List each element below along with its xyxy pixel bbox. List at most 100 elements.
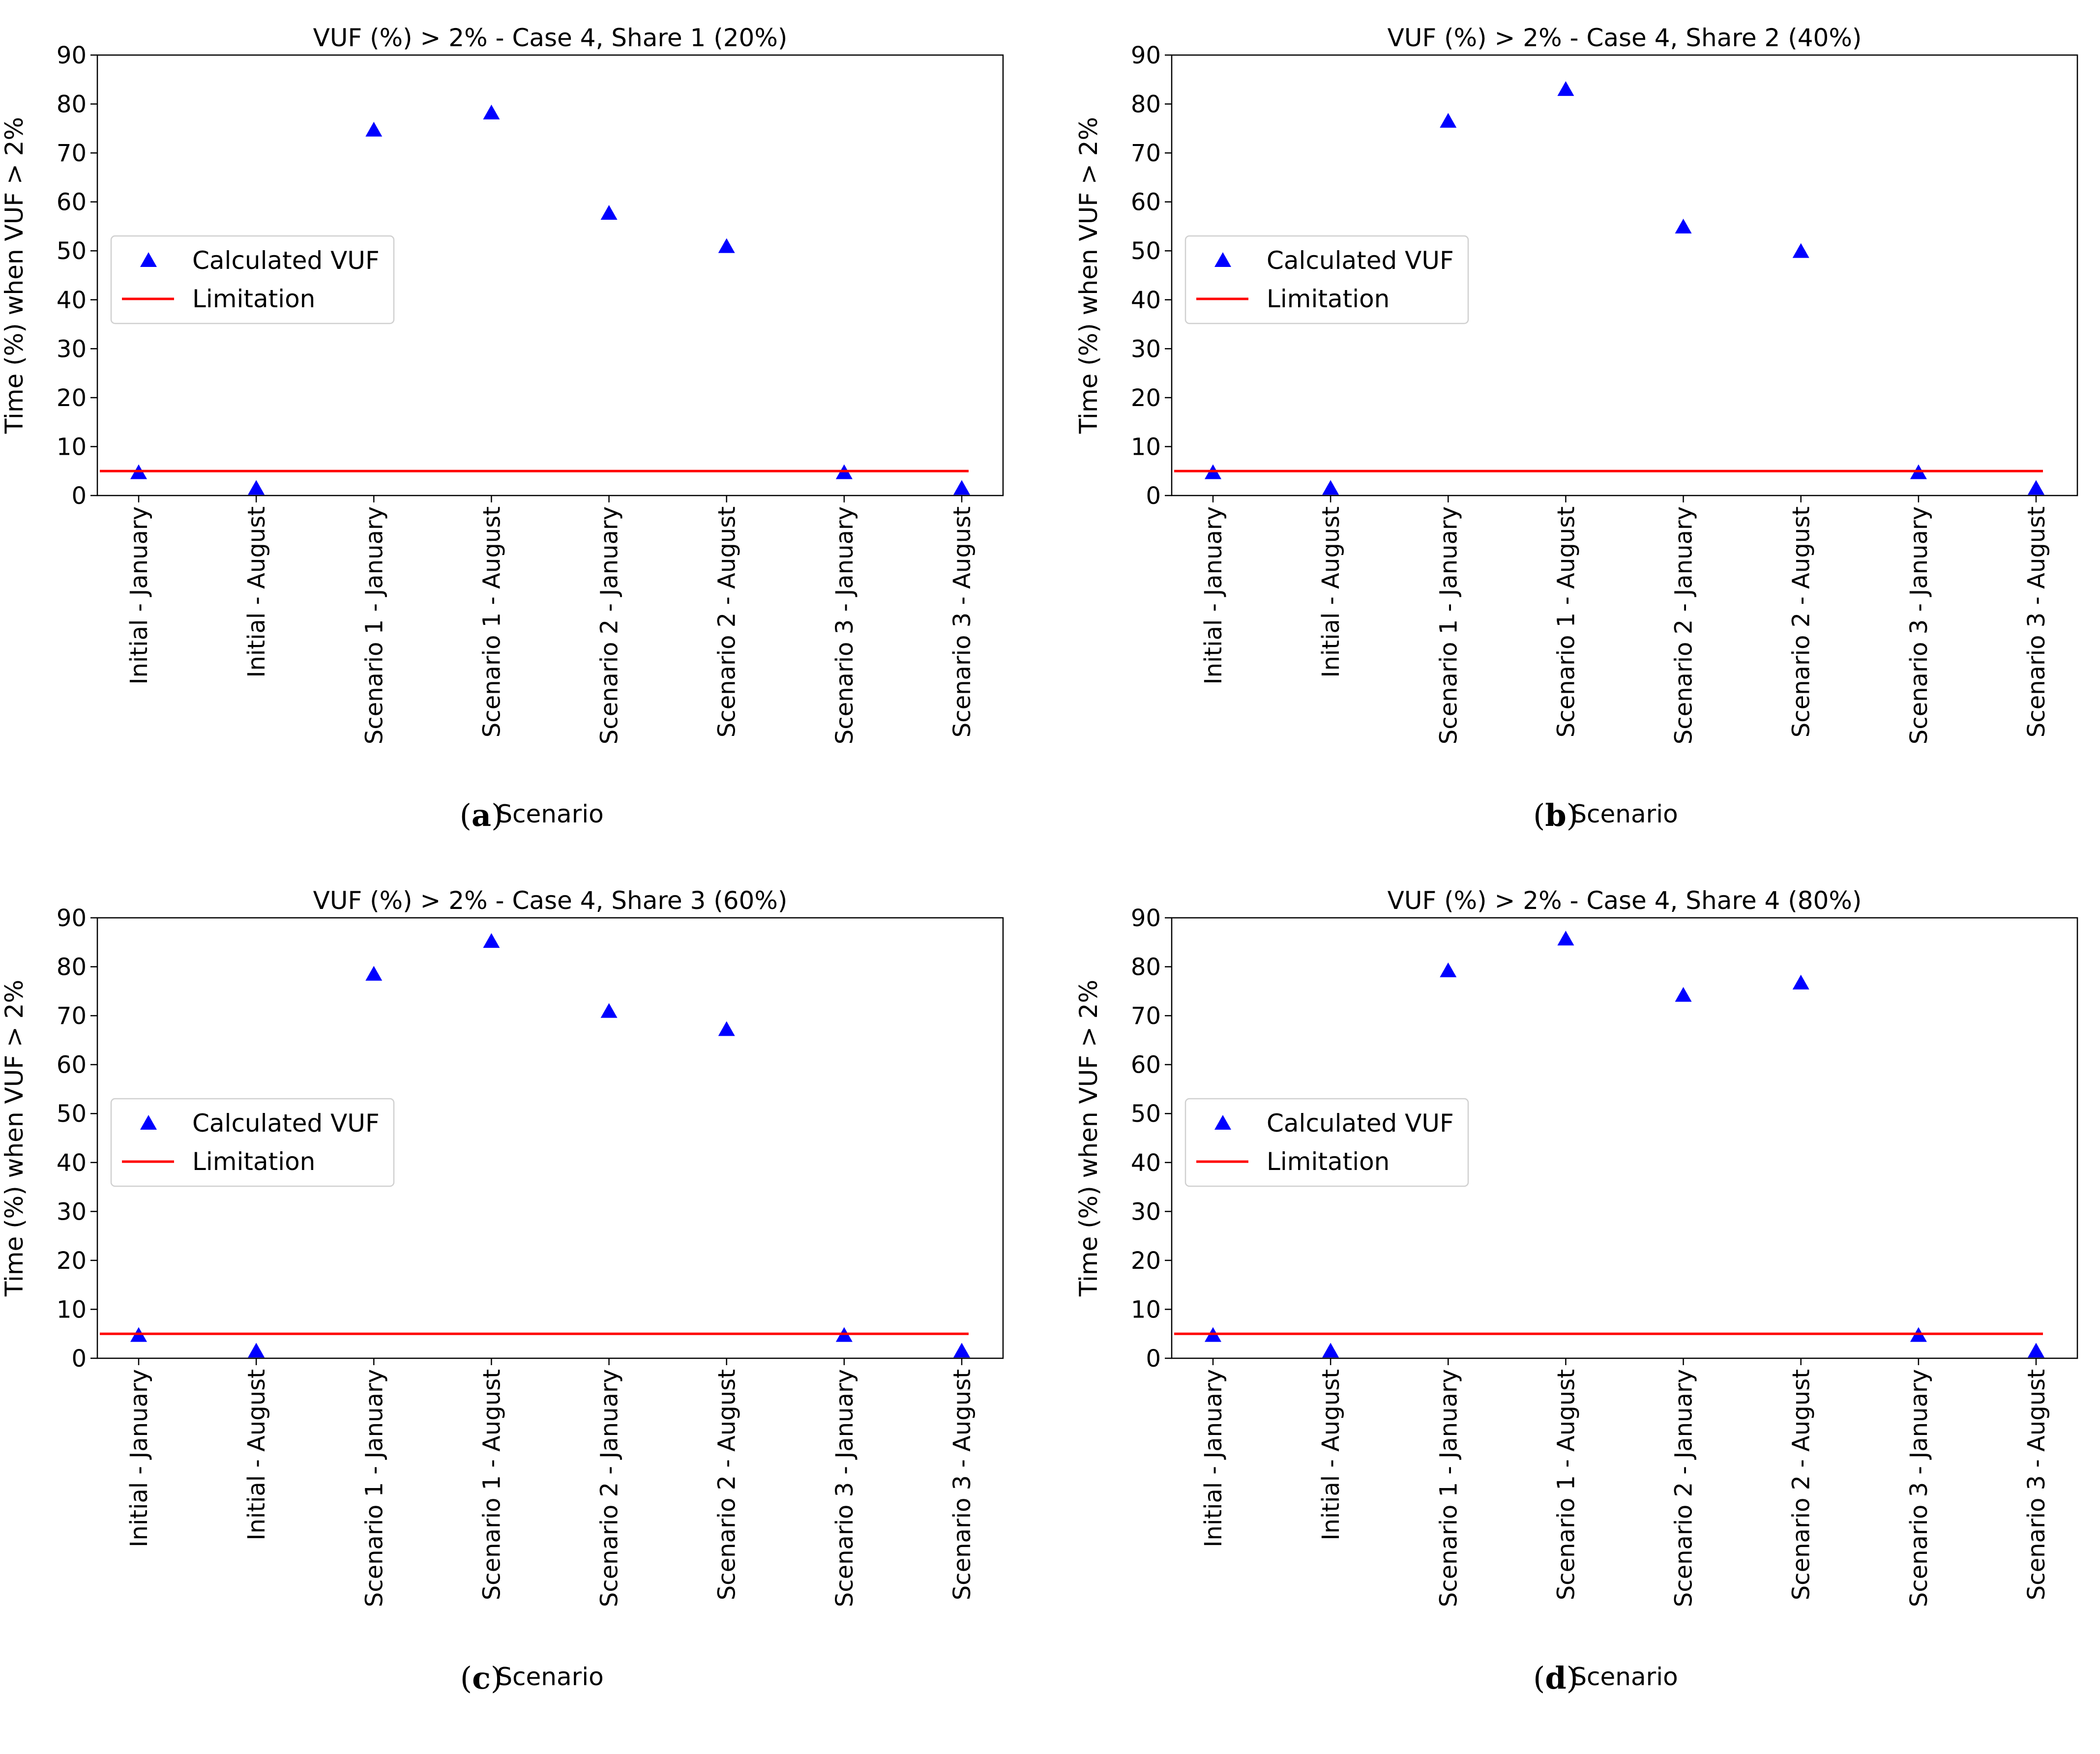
data-point <box>953 1343 970 1358</box>
x-tick-label: Scenario 3 - January <box>1905 506 1933 744</box>
x-axis-label: Scenario <box>497 800 603 828</box>
y-tick-label: 50 <box>1131 237 1161 265</box>
y-tick-label: 60 <box>1131 1052 1161 1079</box>
legend-label-calculated: Calculated VUF <box>1267 1109 1454 1138</box>
y-tick-label: 70 <box>57 1002 87 1030</box>
x-tick-label: Initial - January <box>1200 1369 1227 1548</box>
panel-caption: (d) <box>1533 1660 1578 1696</box>
y-tick-label: 70 <box>1131 140 1161 167</box>
x-tick-label: Scenario 1 - January <box>1435 1369 1462 1607</box>
y-tick-label: 70 <box>1131 1002 1161 1030</box>
legend-label-limitation: Limitation <box>192 1147 315 1176</box>
y-tick-label: 30 <box>57 335 87 363</box>
y-tick-label: 30 <box>1131 335 1161 363</box>
y-tick-label: 10 <box>57 1296 87 1323</box>
x-tick-label: Scenario 3 - August <box>948 1369 976 1600</box>
data-point <box>248 480 265 495</box>
legend: Calculated VUF Limitation <box>1184 235 1469 324</box>
y-tick-label: 60 <box>57 189 87 216</box>
x-tick-label: Scenario 3 - August <box>2023 506 2050 737</box>
data-point <box>1675 987 1692 1002</box>
y-tick-label: 20 <box>57 1247 87 1275</box>
legend-frame <box>110 1098 395 1187</box>
y-tick-label: 40 <box>1131 287 1161 314</box>
legend-marker-icon <box>1214 252 1231 267</box>
y-tick-label: 80 <box>57 954 87 981</box>
x-axis-label: Scenario <box>1571 800 1678 828</box>
y-tick-label: 40 <box>1131 1149 1161 1177</box>
x-tick-label: Scenario 1 - August <box>478 1369 505 1600</box>
data-point <box>1557 931 1574 946</box>
x-tick-label: Scenario 3 - January <box>831 506 858 744</box>
x-tick-label: Initial - August <box>243 506 270 678</box>
x-tick-label: Scenario 2 - August <box>1788 1369 1815 1600</box>
legend: Calculated VUF Limitation <box>1184 1098 1469 1187</box>
x-tick-label: Scenario 2 - January <box>596 506 623 744</box>
y-tick-label: 90 <box>57 905 87 932</box>
data-point <box>483 933 500 948</box>
y-tick-label: 60 <box>57 1052 87 1079</box>
x-tick-label: Initial - August <box>1317 506 1345 678</box>
y-tick-label: 10 <box>57 433 87 461</box>
legend-frame <box>110 235 395 324</box>
y-tick-label: 20 <box>57 384 87 412</box>
x-tick-label: Initial - August <box>243 1369 270 1541</box>
y-tick-label: 0 <box>1146 1345 1161 1373</box>
x-tick-label: Scenario 2 - August <box>1788 506 1815 737</box>
y-axis-label: Time (%) when VUF > 2% <box>0 980 29 1297</box>
y-tick-label: 40 <box>57 1149 87 1177</box>
plot-area <box>96 917 1004 1359</box>
panel-caption: (c) <box>460 1660 503 1696</box>
x-tick-label: Scenario 1 - January <box>360 506 388 744</box>
data-point <box>600 1003 618 1018</box>
legend-label-limitation: Limitation <box>1267 285 1390 313</box>
y-tick-label: 30 <box>1131 1198 1161 1226</box>
data-point <box>365 965 383 981</box>
x-tick-label: Scenario 2 - August <box>713 1369 741 1600</box>
chart-panel-d: VUF (%) > 2% - Case 4, Share 4 (80%) 0 10 2… <box>1074 886 2078 1696</box>
data-point <box>2028 480 2044 495</box>
data-point <box>953 480 970 495</box>
legend-frame <box>1184 1098 1469 1187</box>
legend-marker-icon <box>1214 1115 1231 1130</box>
y-tick-label: 60 <box>1131 189 1161 216</box>
plot-area <box>96 54 1004 497</box>
data-point <box>1675 218 1692 234</box>
y-tick-label: 50 <box>57 237 87 265</box>
y-tick-label: 30 <box>57 1198 87 1226</box>
y-tick-label: 50 <box>57 1100 87 1128</box>
panel-caption: (a) <box>460 797 503 833</box>
data-point <box>1440 962 1457 977</box>
chart-panel-c: VUF (%) > 2% - Case 4, Share 3 (60%) 0 10 2… <box>0 886 1004 1696</box>
y-tick-label: 20 <box>1131 384 1161 412</box>
data-point <box>248 1343 265 1358</box>
data-point <box>2028 1343 2044 1358</box>
data-point <box>1322 480 1339 495</box>
y-tick-label: 80 <box>1131 91 1161 118</box>
y-tick-label: 90 <box>1131 905 1161 932</box>
legend-label-limitation: Limitation <box>192 285 315 313</box>
x-tick-label: Initial - January <box>1200 506 1227 685</box>
data-point <box>483 104 500 119</box>
x-tick-label: Scenario 1 - January <box>1435 506 1462 744</box>
y-axis-label: Time (%) when VUF > 2% <box>1074 117 1103 434</box>
x-tick-label: Scenario 2 - January <box>1670 1369 1698 1607</box>
data-point <box>718 238 735 253</box>
y-tick-label: 0 <box>1146 482 1161 510</box>
y-tick-label: 0 <box>71 1345 87 1373</box>
chart-panel-b: VUF (%) > 2% - Case 4, Share 2 (40%) 0 10 2… <box>1074 24 2078 833</box>
x-tick-label: Scenario 3 - August <box>948 506 976 737</box>
data-point <box>718 1021 735 1036</box>
y-axis-label: Time (%) when VUF > 2% <box>0 117 29 434</box>
plot-area <box>1171 54 2078 497</box>
y-tick-label: 70 <box>57 140 87 167</box>
x-tick-label: Scenario 1 - January <box>360 1369 388 1607</box>
data-point <box>1792 243 1809 258</box>
x-tick-label: Scenario 1 - August <box>1552 1369 1580 1600</box>
x-tick-label: Initial - January <box>125 506 153 685</box>
data-point <box>1322 1343 1339 1358</box>
x-tick-label: Initial - August <box>1317 1369 1345 1541</box>
data-point <box>1792 974 1809 990</box>
y-tick-label: 90 <box>57 42 87 69</box>
